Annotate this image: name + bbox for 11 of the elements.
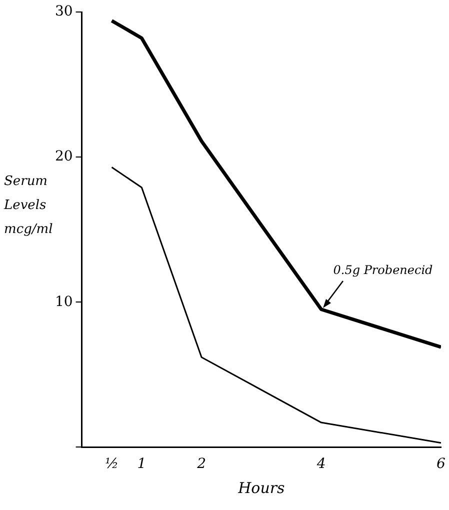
x-tick-label: 4 [316,456,326,472]
y-tick-label: 10 [54,294,73,310]
annotation: 0.5g Probenecid [333,263,433,278]
y-tick-label: 30 [54,4,73,20]
x-axis-title: Hours [237,478,286,497]
x-tick-label: ½ [104,456,119,472]
x-tick-label: 6 [436,456,446,472]
x-tick-label: 2 [196,456,206,472]
x-tick-label: 1 [137,456,146,472]
y-axis-title: Serum Levels mcg/ml [4,173,54,239]
y-tick-label: 20 [54,148,73,165]
